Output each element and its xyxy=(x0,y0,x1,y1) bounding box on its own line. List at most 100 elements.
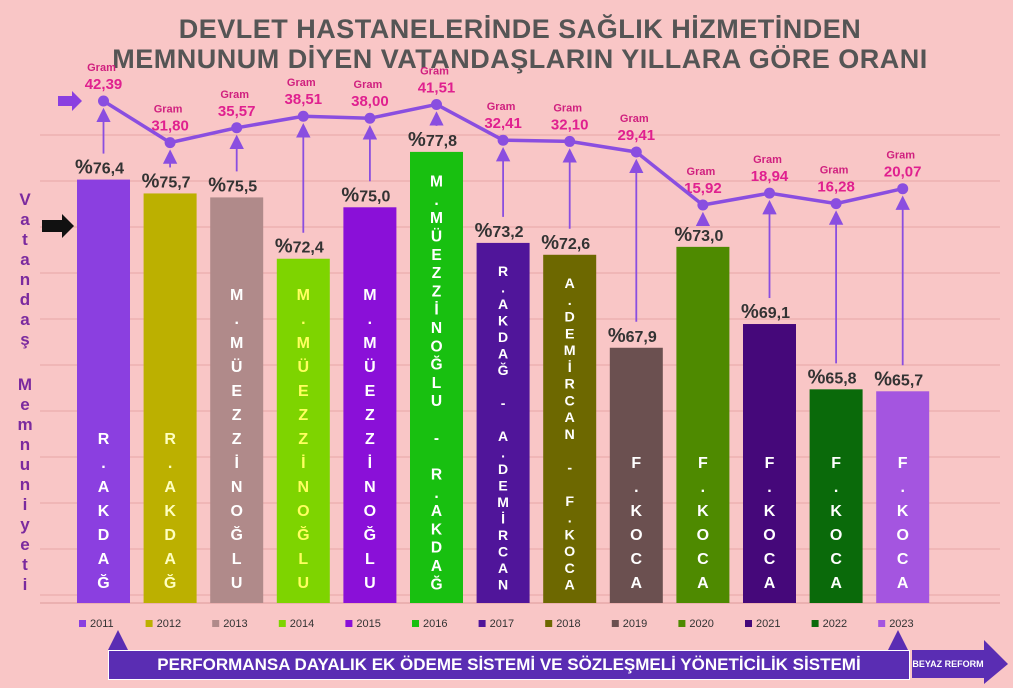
legend-swatch xyxy=(545,620,553,627)
bar-value-prefix: % xyxy=(142,170,160,192)
bar-value-prefix: % xyxy=(208,174,226,196)
bar-inner-letter: A xyxy=(498,560,508,576)
bar-inner-letter: İ xyxy=(568,359,572,376)
bar-value-label: %73,2 xyxy=(475,220,524,242)
bar-2017 xyxy=(476,242,530,603)
bar-inner-letter: Ğ xyxy=(364,525,376,544)
bar-value-number: 67,9 xyxy=(626,329,657,346)
gram-value-label: 38,51 xyxy=(285,91,323,108)
gram-value-label: 35,57 xyxy=(218,103,256,120)
bar-value-label: %75,5 xyxy=(208,174,257,196)
legend-swatch xyxy=(345,620,353,627)
bar-inner-letter: Ğ xyxy=(498,361,509,378)
bar-inner-letter: M xyxy=(497,494,509,510)
line-series: Gram 42,39 Gram 31,80 Gram 35,57 Gram 38,51 Gram… xyxy=(85,62,921,211)
gram-word: Gram xyxy=(420,65,449,77)
bar-inner-letter: D xyxy=(431,540,442,557)
gram-value-label: 18,94 xyxy=(751,168,789,185)
bar-value-number: 65,8 xyxy=(825,370,856,387)
bar-inner-letter: A xyxy=(697,575,709,592)
chart-title-line-2: MEMNUNUM DİYEN VATANDAŞLARIN YILLARA GÖR… xyxy=(112,44,928,74)
bar-value-prefix: % xyxy=(741,301,759,323)
bar-inner-letter: K xyxy=(697,503,709,520)
bar-value-prefix: % xyxy=(808,366,826,388)
bar-inner-letter: İ xyxy=(234,454,238,472)
gram-value-label: 38,00 xyxy=(351,93,389,110)
bar-inner-letter: . xyxy=(168,455,172,472)
bar-inner-letter: M xyxy=(363,335,376,352)
bar-inner-letter: Ğ xyxy=(297,525,309,544)
footer-arrow-left xyxy=(108,630,128,650)
line-point xyxy=(697,199,709,211)
gram-word: Gram xyxy=(820,165,849,177)
bar-inner-letter: . xyxy=(434,192,438,209)
legend-label: 2014 xyxy=(290,618,314,630)
legend-label: 2023 xyxy=(889,618,913,630)
bar-inner-letter: L xyxy=(298,551,308,568)
bar-inner-letter: R xyxy=(98,431,110,448)
bar-inner-letter: E xyxy=(298,383,309,400)
bar-2016 xyxy=(410,151,463,603)
bar-inner-letter: K xyxy=(431,521,443,538)
bar-inner-letter: R xyxy=(565,377,575,393)
bar-inner-letter: O xyxy=(564,544,575,560)
gram-word: Gram xyxy=(553,102,582,114)
bar-value-number: 75,7 xyxy=(159,174,190,191)
legend-label: 2016 xyxy=(423,618,447,630)
bar-2013 xyxy=(210,197,264,603)
gram-value-label: 29,41 xyxy=(618,127,656,144)
bar-inner-letter: K xyxy=(897,503,909,520)
gram-word: Gram xyxy=(687,166,716,178)
bar-inner-letter: O xyxy=(630,527,642,544)
bar-inner-letter: Ü xyxy=(364,357,376,376)
bar-inner-letter: N xyxy=(364,479,376,496)
gram-word: Gram xyxy=(620,113,649,125)
bar-inner-letter: A xyxy=(764,575,776,592)
gram-word: Gram xyxy=(753,154,782,166)
bar-inner-letter: O xyxy=(430,338,442,355)
bar-inner-letter: L xyxy=(432,375,442,392)
gram-word: Gram xyxy=(886,150,915,162)
bar-inner-letter: . xyxy=(834,479,838,496)
bar-inner-letter: . xyxy=(900,479,904,496)
bar-value-prefix: % xyxy=(475,220,493,242)
bar-value-label: %75,7 xyxy=(142,170,191,192)
bar-inner-letter: F xyxy=(698,455,708,472)
line-point xyxy=(497,134,509,146)
bar-inner-letter: F xyxy=(898,455,908,472)
legend-label: 2015 xyxy=(356,618,380,630)
bar-value-label: %69,1 xyxy=(741,301,790,323)
legend-swatch xyxy=(79,620,86,627)
bar-value-number: 76,4 xyxy=(93,161,124,178)
connector-arrows xyxy=(96,107,910,366)
bar-inner-letter: A xyxy=(164,479,176,496)
bar-inner-letter: C xyxy=(565,393,575,409)
legend-swatch xyxy=(611,620,619,627)
bar-inner-letter: Z xyxy=(365,431,375,448)
bar-inner-letter: E xyxy=(565,326,574,342)
bar-inner-letter: N xyxy=(498,577,508,593)
bar-inner-letter: İ xyxy=(501,511,505,527)
bar-inner-letter: . xyxy=(101,455,105,472)
bar-inner-letter: N xyxy=(431,320,442,337)
bar-inner-letter: D xyxy=(164,527,176,544)
bar-inner-letter: A xyxy=(431,503,442,520)
bar-inner-letter: O xyxy=(230,503,242,520)
bar-inner-letter: K xyxy=(164,503,176,520)
bar-inner-letter: A xyxy=(897,575,909,592)
gram-word: Gram xyxy=(220,89,249,101)
bar-value-prefix: % xyxy=(408,129,426,151)
bar-inner-letter: E xyxy=(431,247,441,264)
line-point xyxy=(431,98,442,110)
bar-2014 xyxy=(276,258,330,603)
bar-inner-letter: C xyxy=(697,551,709,568)
bar-inner-letter: A xyxy=(498,296,508,312)
bar-inner-letter: A xyxy=(98,551,110,568)
bar-value-label: %67,9 xyxy=(608,325,657,347)
bar-inner-letter: A xyxy=(565,578,575,594)
bar-inner-letter: . xyxy=(701,479,705,496)
bar-inner-letter: F xyxy=(631,455,641,472)
